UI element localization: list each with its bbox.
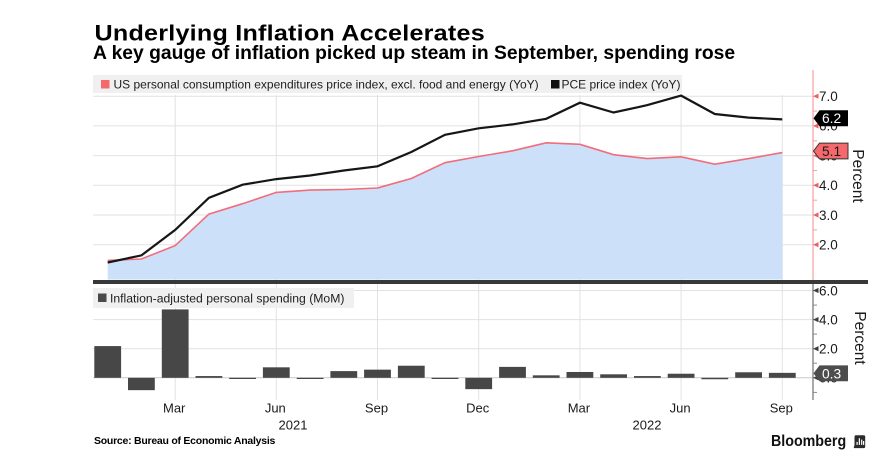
svg-text:0.3: 0.3: [822, 366, 842, 381]
svg-text:A key gauge of inflation picke: A key gauge of inflation picked up steam…: [93, 43, 735, 64]
svg-text:Jun: Jun: [670, 401, 691, 416]
svg-text:Sep: Sep: [770, 401, 793, 416]
svg-text:Source: Bureau of Economic Ana: Source: Bureau of Economic Analysis: [94, 435, 275, 447]
svg-text:Dec: Dec: [466, 401, 490, 416]
svg-text:Underlying Inflation Accelerat: Underlying Inflation Accelerates: [95, 22, 485, 46]
svg-text:Percent: Percent: [851, 311, 868, 365]
svg-text:Sep: Sep: [365, 401, 388, 416]
svg-text:US personal consumption expend: US personal consumption expenditures pri…: [114, 78, 539, 92]
svg-text:2022: 2022: [633, 418, 662, 433]
svg-text:Bloomberg: Bloomberg: [771, 434, 846, 451]
svg-text:5.1: 5.1: [822, 144, 841, 159]
svg-text:4.0: 4.0: [819, 178, 838, 193]
svg-text:2.0: 2.0: [819, 238, 838, 253]
svg-text:4.0: 4.0: [819, 312, 838, 327]
svg-text:Percent: Percent: [849, 149, 866, 203]
svg-text:6.0: 6.0: [819, 283, 838, 298]
svg-text:PCE price index (YoY): PCE price index (YoY): [562, 78, 681, 92]
svg-text:Inflation-adjusted personal sp: Inflation-adjusted personal spending (Mo…: [110, 292, 344, 306]
svg-text:2.0: 2.0: [819, 342, 838, 357]
svg-text:7.0: 7.0: [819, 89, 838, 104]
svg-text:3.0: 3.0: [819, 208, 838, 223]
svg-text:Mar: Mar: [568, 401, 591, 416]
svg-text:Jun: Jun: [265, 401, 286, 416]
svg-text:2021: 2021: [279, 418, 308, 433]
svg-text:Mar: Mar: [163, 401, 186, 416]
svg-text:6.2: 6.2: [822, 111, 841, 126]
